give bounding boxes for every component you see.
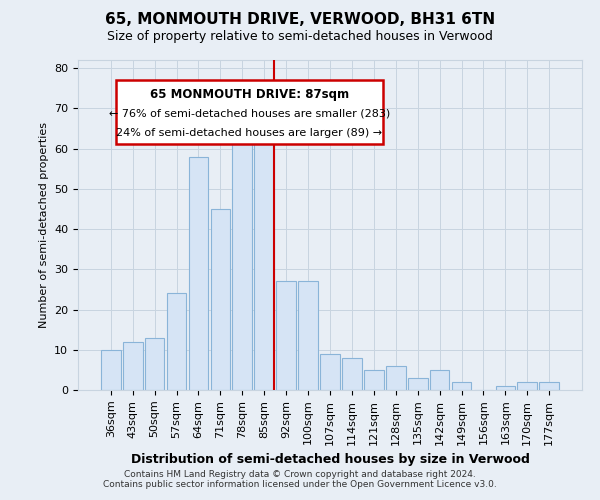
Bar (298, 282, 318, 390)
Text: 24% of semi-detached houses are larger (89) →: 24% of semi-detached houses are larger (… (116, 128, 382, 138)
Bar (254, 136, 274, 390)
Text: Contains HM Land Registry data © Crown copyright and database right 2024.
Contai: Contains HM Land Registry data © Crown c… (103, 470, 497, 489)
Bar (342, 358, 362, 390)
FancyBboxPatch shape (116, 80, 383, 144)
Bar (188, 156, 208, 390)
Bar (496, 386, 515, 390)
Bar (232, 124, 252, 390)
Bar (123, 342, 143, 390)
Bar (167, 294, 187, 390)
Bar (386, 366, 406, 390)
Bar (452, 382, 472, 390)
Bar (364, 370, 384, 390)
X-axis label: Distribution of semi-detached houses by size in Verwood: Distribution of semi-detached houses by … (131, 453, 529, 466)
Text: 65 MONMOUTH DRIVE: 87sqm: 65 MONMOUTH DRIVE: 87sqm (150, 88, 349, 102)
Bar (211, 209, 230, 390)
Y-axis label: Number of semi-detached properties: Number of semi-detached properties (38, 122, 49, 328)
Bar (276, 282, 296, 390)
Bar (517, 382, 537, 390)
Text: 65, MONMOUTH DRIVE, VERWOOD, BH31 6TN: 65, MONMOUTH DRIVE, VERWOOD, BH31 6TN (105, 12, 495, 28)
Bar (430, 370, 449, 390)
Bar (145, 338, 164, 390)
Bar (320, 354, 340, 390)
Bar (539, 382, 559, 390)
Bar (408, 378, 428, 390)
Text: ← 76% of semi-detached houses are smaller (283): ← 76% of semi-detached houses are smalle… (109, 109, 390, 119)
Text: Size of property relative to semi-detached houses in Verwood: Size of property relative to semi-detach… (107, 30, 493, 43)
Bar (101, 350, 121, 390)
